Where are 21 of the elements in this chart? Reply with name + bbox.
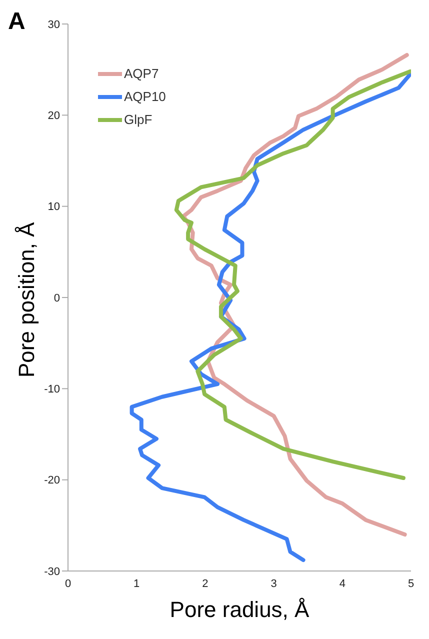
line-series: [181, 52, 409, 537]
x-tick-label: 1: [134, 578, 140, 590]
y-tick-label: 20: [48, 110, 60, 122]
legend-label: GlpF: [124, 112, 152, 127]
y-tick-label: -20: [44, 474, 60, 487]
legend-label: AQP10: [124, 89, 166, 104]
x-tick-label: 2: [202, 578, 208, 590]
x-tick-label: 3: [270, 578, 277, 590]
x-tick-label: 4: [339, 578, 346, 590]
x-tick-label: 0: [64, 578, 72, 590]
chart-title: A: [8, 8, 26, 36]
x-axis-title: Pore radius, Å: [170, 597, 310, 622]
legend-label: AQP7: [124, 66, 159, 81]
y-tick-label: -30: [44, 566, 60, 578]
y-tick-label: -10: [44, 384, 60, 396]
x-tick-label: 5: [408, 578, 414, 590]
y-axis-title: Pore position, Å: [14, 222, 39, 378]
y-tick-label: 10: [48, 201, 60, 214]
y-tick-label: 30: [48, 18, 60, 31]
line-series: [174, 69, 411, 480]
y-tick-label: 0: [54, 292, 60, 304]
